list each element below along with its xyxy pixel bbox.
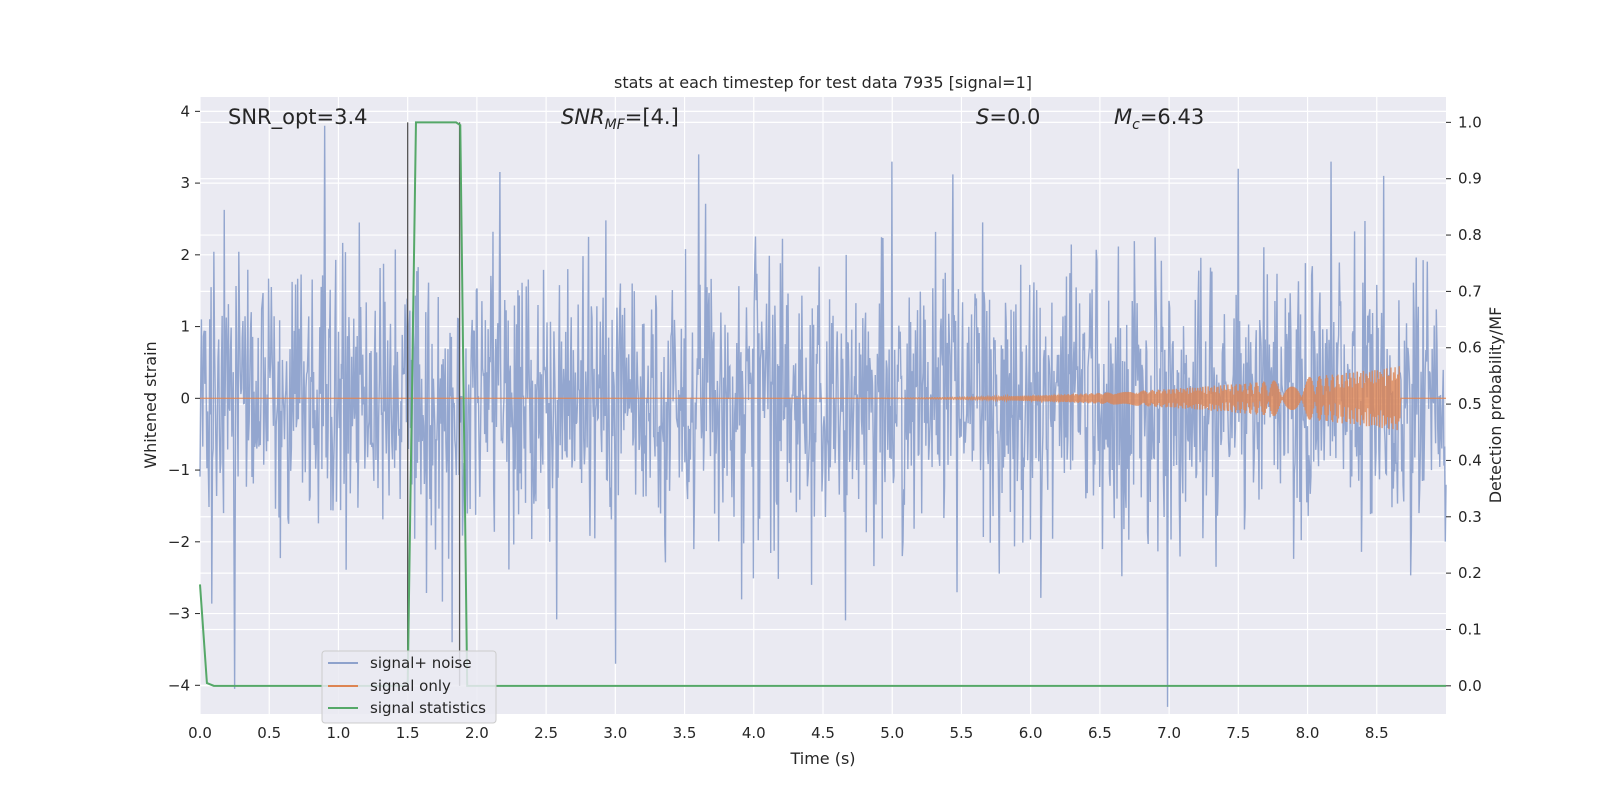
annotation-snr-opt: SNR_opt=3.4 xyxy=(228,105,368,130)
chart-title: stats at each timestep for test data 793… xyxy=(614,73,1032,92)
x-tick-label: 4.0 xyxy=(742,724,766,742)
legend-box xyxy=(321,650,497,724)
annotation-mc-main: M xyxy=(1114,105,1132,129)
y-left-tick-label: 4 xyxy=(180,102,190,120)
y-left-tick-label: 2 xyxy=(180,246,190,264)
annotation-snr-mf-value: =[4.] xyxy=(625,105,679,129)
y-left-tick-label: −1 xyxy=(168,461,190,479)
x-tick-label: 3.5 xyxy=(673,724,697,742)
y-right-tick-label: 0.5 xyxy=(1458,395,1482,413)
legend-label-signal-noise: signal+ noise xyxy=(370,654,472,672)
y-axis-label-left: Whitened strain xyxy=(141,341,160,468)
annotation-snr-mf-main: SNR xyxy=(561,105,605,129)
annotation-mc: Mc=6.43 xyxy=(1114,105,1204,133)
x-tick-label: 2.5 xyxy=(534,724,558,742)
x-tick-label: 7.0 xyxy=(1157,724,1181,742)
x-tick-label: 2.0 xyxy=(465,724,489,742)
x-tick-label: 7.5 xyxy=(1226,724,1250,742)
y-right-tick-label: 0.0 xyxy=(1458,677,1482,695)
y-left-tick-label: −4 xyxy=(168,676,190,694)
annotation-snr-mf-sub: MF xyxy=(605,117,626,133)
axes: 0.0 0.5 1.0 1.5 2.0 2.5 3.0 3.5 4.0 4.5 5.0 5.5 6.0 6… xyxy=(168,102,1482,742)
annotation-mc-sub: c xyxy=(1132,117,1140,133)
y-left-tick-label: −3 xyxy=(168,605,190,623)
y-right-tick-label: 0.2 xyxy=(1458,564,1482,582)
y-axis-label-right: Detection probability/MF xyxy=(1486,307,1505,504)
y-right-tick-label: 0.3 xyxy=(1458,508,1482,526)
y-right-tick-label: 0.8 xyxy=(1458,226,1482,244)
annotation-s-main: S xyxy=(976,105,989,129)
y-right-tick-label: 0.7 xyxy=(1458,282,1482,300)
x-tick-label: 3.0 xyxy=(603,724,627,742)
y-right-tick-label: 0.1 xyxy=(1458,620,1482,638)
x-tick-label: 0.5 xyxy=(257,724,281,742)
x-axis-label: Time (s) xyxy=(789,749,855,768)
y-right-tick-label: 0.6 xyxy=(1458,339,1482,357)
y-left-tick-label: −2 xyxy=(168,533,190,551)
y-right-tick-label: 1.0 xyxy=(1458,113,1482,131)
x-tick-label: 8.0 xyxy=(1296,724,1320,742)
y-left-tick-label: 3 xyxy=(180,174,190,192)
annotation-s: S=0.0 xyxy=(976,105,1040,129)
y-left-tick-label: 0 xyxy=(180,389,190,407)
legend-label-signal-statistics: signal statistics xyxy=(370,699,486,717)
x-tick-label: 1.5 xyxy=(396,724,420,742)
y-left-tick-label: 1 xyxy=(180,318,190,336)
annotation-s-value: =0.0 xyxy=(989,105,1040,129)
y-right-tick-label: 0.9 xyxy=(1458,170,1482,188)
annotation-mc-value: =6.43 xyxy=(1140,105,1204,129)
x-tick-label: 5.0 xyxy=(880,724,904,742)
x-tick-label: 6.0 xyxy=(1019,724,1043,742)
x-tick-label: 1.0 xyxy=(327,724,351,742)
y-right-tick-label: 0.4 xyxy=(1458,451,1482,469)
annotation-snr-mf: SNRMF=[4.] xyxy=(561,105,679,133)
x-tick-label: 8.5 xyxy=(1365,724,1389,742)
x-tick-label: 6.5 xyxy=(1088,724,1112,742)
legend-label-signal-only: signal only xyxy=(370,677,451,695)
x-tick-label: 4.5 xyxy=(811,724,835,742)
legend: signal+ noise signal only signal statist… xyxy=(321,650,497,724)
x-tick-label: 0.0 xyxy=(188,724,212,742)
x-tick-label: 5.5 xyxy=(950,724,974,742)
